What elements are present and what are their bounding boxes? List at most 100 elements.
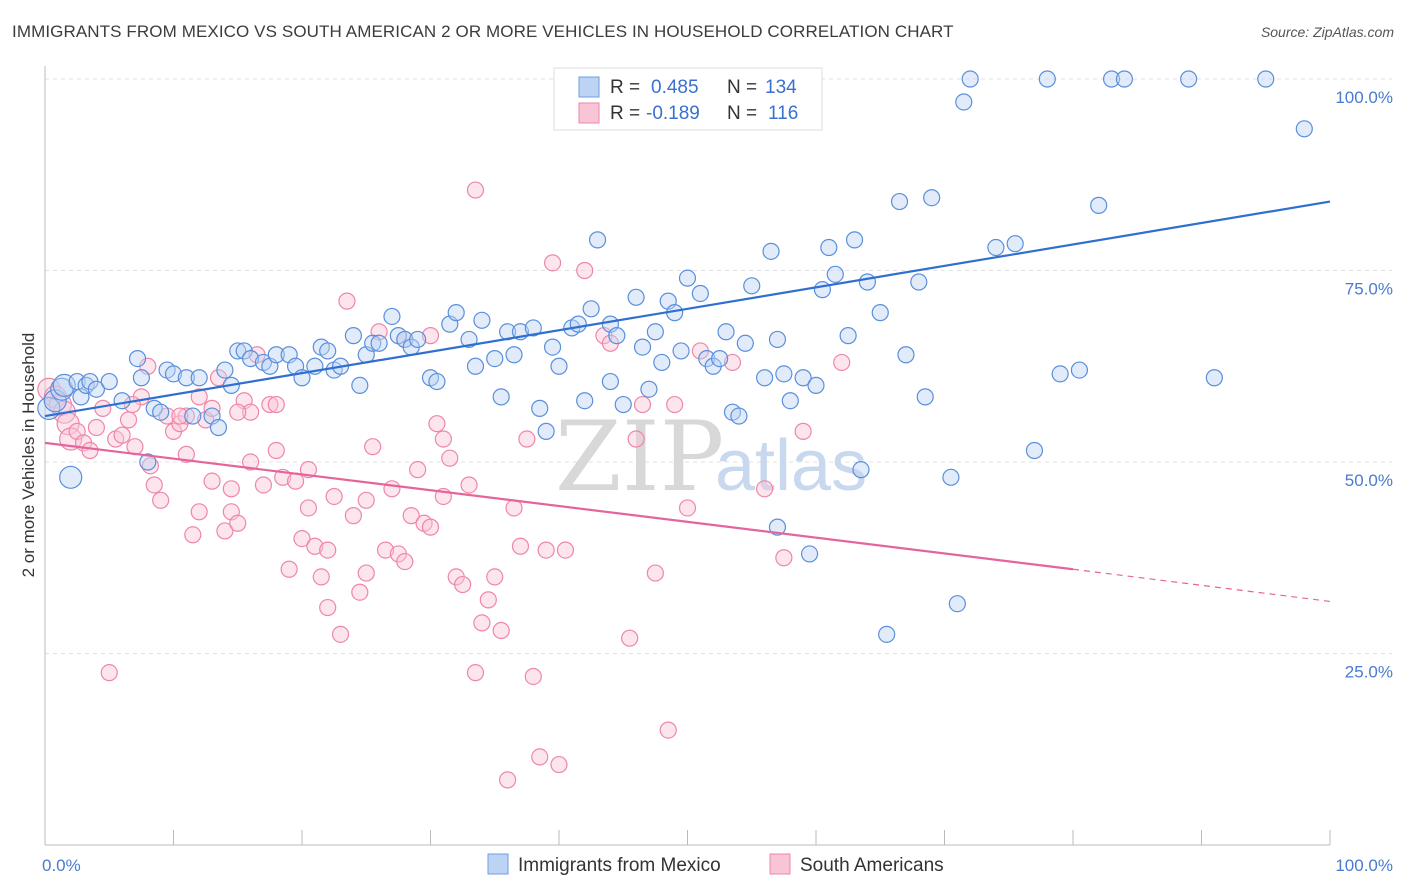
y-tick-labels: 25.0% 50.0% 75.0% 100.0% (1335, 88, 1393, 682)
bottom-legend-label-south-americans: South Americans (800, 855, 944, 876)
point-points-pink-113 (222, 480, 240, 498)
point-points-pink-64 (441, 449, 459, 467)
y-tick-label-0: 25.0% (1345, 663, 1393, 682)
chart-source: Source: ZipAtlas.com (1260, 24, 1394, 40)
point-points-pink-14 (119, 411, 138, 429)
point-points-blue-63 (537, 422, 555, 440)
point-points-pink-43 (306, 537, 324, 555)
point-points-blue-122 (1070, 361, 1089, 379)
point-points-pink-70 (479, 591, 497, 609)
point-points-pink-18 (145, 476, 163, 494)
point-points-blue-41 (351, 376, 369, 394)
point-points-blue-128 (1257, 70, 1275, 88)
point-points-blue-106 (871, 304, 889, 322)
point-points-blue-23 (209, 418, 228, 437)
point-points-pink-108 (242, 453, 260, 471)
point-points-pink-115 (396, 552, 414, 571)
point-points-blue-110 (910, 273, 928, 291)
point-points-blue-56 (486, 349, 504, 368)
point-points-blue-61 (524, 319, 542, 337)
point-points-pink-66 (454, 575, 472, 594)
watermark-zip: ZIP (555, 401, 724, 513)
legend-r-label-pink: R = (610, 103, 640, 124)
point-points-blue-90 (743, 277, 761, 295)
point-points-blue-53 (447, 304, 465, 322)
point-points-blue-73 (614, 395, 632, 414)
point-points-pink-62 (428, 415, 446, 433)
legend-r-value-blue: 0.485 (651, 77, 699, 98)
trend-line-south-americans-extension (1072, 568, 1331, 603)
point-points-pink-25 (190, 503, 208, 521)
point-points-pink-98 (833, 353, 851, 372)
point-points-blue-124 (1102, 70, 1121, 88)
x-tick-label-0: 0.0% (42, 856, 81, 875)
point-points-blue-76 (640, 380, 658, 398)
point-points-pink-37 (267, 441, 285, 460)
point-points-pink-77 (524, 667, 542, 686)
point-points-blue-16 (152, 403, 170, 421)
point-points-pink-82 (556, 541, 575, 559)
point-points-blue-19 (177, 369, 195, 387)
point-points-blue-55 (473, 311, 491, 329)
point-points-pink-114 (319, 541, 337, 559)
point-points-blue-126 (1180, 70, 1198, 88)
point-points-pink-83 (576, 261, 594, 280)
watermark: ZIP atlas (555, 401, 867, 513)
point-points-blue-89 (736, 334, 754, 352)
point-points-blue-64 (543, 338, 562, 356)
point-points-pink-33 (242, 403, 260, 421)
point-points-pink-75 (511, 537, 530, 555)
point-points-pink-72 (492, 621, 510, 640)
point-points-blue-68 (576, 392, 594, 410)
point-points-pink-91 (666, 395, 684, 414)
point-points-blue-102 (839, 327, 857, 345)
point-points-blue-131 (653, 353, 671, 372)
point-points-pink-69 (473, 614, 491, 632)
point-points-pink-95 (755, 480, 774, 498)
point-points-blue-54 (460, 330, 478, 349)
point-points-blue-129 (1295, 120, 1313, 138)
point-points-pink-39 (280, 560, 298, 578)
point-points-pink-81 (550, 755, 568, 774)
point-points-blue-2 (50, 377, 74, 401)
legend-n-value-blue: 134 (765, 77, 797, 98)
point-points-pink-63 (434, 430, 452, 448)
point-points-blue-74 (627, 288, 645, 306)
bottom-legend-swatch-south-americans (769, 853, 791, 875)
point-points-blue-116 (961, 70, 979, 88)
point-points-blue-104 (852, 461, 870, 479)
point-points-pink-35 (254, 476, 273, 494)
point-points-blue-12 (128, 349, 147, 368)
point-points-blue-37 (319, 342, 337, 360)
series-legend: Immigrants from Mexico South Americans (487, 853, 944, 876)
x-tick-labels: 0.0% 100.0% (42, 856, 1393, 875)
point-points-blue-82 (691, 284, 709, 303)
point-points-pink-40 (286, 472, 305, 490)
point-points-blue-113 (942, 468, 960, 486)
point-points-blue-112 (923, 189, 941, 207)
point-points-pink-88 (633, 395, 652, 414)
point-points-blue-31 (267, 346, 285, 364)
point-points-pink-47 (331, 625, 350, 643)
point-points-pink-48 (338, 292, 356, 310)
legend-swatch-blue (578, 76, 600, 98)
point-points-blue-130 (768, 518, 787, 536)
point-points-blue-80 (672, 342, 690, 360)
point-points-blue-123 (1090, 196, 1108, 214)
point-points-blue-67 (569, 315, 587, 333)
point-points-pink-50 (351, 583, 369, 601)
point-points-blue-10 (100, 372, 118, 391)
point-points-blue-100 (820, 238, 838, 257)
point-points-pink-49 (344, 507, 362, 525)
legend-swatch-pink (578, 102, 600, 124)
chart-title: IMMIGRANTS FROM MEXICO VS SOUTH AMERICAN… (12, 22, 954, 41)
point-points-blue-103 (845, 231, 864, 249)
point-points-blue-18 (164, 365, 183, 383)
correlation-legend: R = 0.485 N = 134 R = -0.189 N = 116 (553, 67, 823, 131)
trend-line-south-americans (44, 441, 1074, 571)
point-points-blue-105 (858, 273, 877, 291)
point-points-pink-76 (518, 430, 536, 448)
point-points-pink-19 (152, 491, 170, 509)
point-points-pink-102 (229, 403, 247, 421)
x-tick-label-1: 100.0% (1335, 856, 1393, 875)
